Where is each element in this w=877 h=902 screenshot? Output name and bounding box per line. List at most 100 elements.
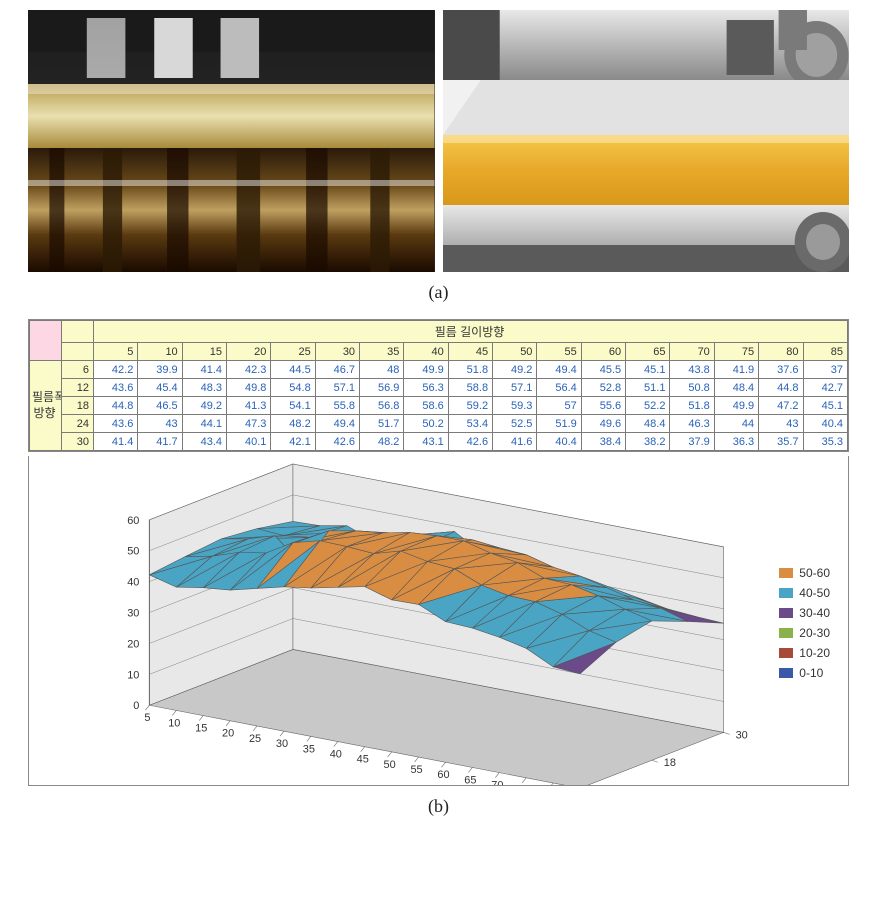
table-cell: 43.8 bbox=[670, 361, 714, 379]
table-length-header: 필름 길이방향 bbox=[94, 321, 848, 343]
table-cell: 40.1 bbox=[227, 433, 271, 451]
table-cell: 48 bbox=[360, 361, 404, 379]
legend-label: 0-10 bbox=[799, 666, 823, 680]
table-width-header: 필름폭방향 bbox=[30, 361, 62, 451]
table-cell: 36.3 bbox=[714, 433, 758, 451]
legend-swatch bbox=[779, 588, 793, 598]
table-cell: 38.2 bbox=[626, 433, 670, 451]
svg-text:25: 25 bbox=[249, 733, 261, 745]
svg-text:60: 60 bbox=[437, 769, 449, 781]
table-cell: 54.1 bbox=[271, 397, 315, 415]
table-col-head: 40 bbox=[404, 343, 448, 361]
table-cell: 44.1 bbox=[182, 415, 226, 433]
table-cell: 56.3 bbox=[404, 379, 448, 397]
table-cell: 49.6 bbox=[581, 415, 625, 433]
table-cell: 35.7 bbox=[759, 433, 803, 451]
table-row-head: 12 bbox=[62, 379, 94, 397]
table-cell: 51.7 bbox=[360, 415, 404, 433]
legend-item: 10-20 bbox=[779, 646, 830, 660]
table-cell: 40.4 bbox=[537, 433, 581, 451]
table-cell: 53.4 bbox=[448, 415, 492, 433]
legend-item: 20-30 bbox=[779, 626, 830, 640]
table-cell: 37.9 bbox=[670, 433, 714, 451]
table-col-head: 30 bbox=[315, 343, 359, 361]
table-cell: 48.2 bbox=[271, 415, 315, 433]
legend-swatch bbox=[779, 668, 793, 678]
table-cell: 41.6 bbox=[493, 433, 537, 451]
table-col-head: 15 bbox=[182, 343, 226, 361]
svg-text:70: 70 bbox=[491, 780, 503, 785]
svg-text:55: 55 bbox=[410, 764, 422, 776]
legend-item: 40-50 bbox=[779, 586, 830, 600]
table-cell: 43.6 bbox=[94, 415, 138, 433]
table-cell: 46.3 bbox=[670, 415, 714, 433]
table-cell: 43.1 bbox=[404, 433, 448, 451]
table-cell: 41.9 bbox=[714, 361, 758, 379]
table-cell: 47.2 bbox=[759, 397, 803, 415]
table-cell: 45.4 bbox=[138, 379, 182, 397]
table-cell: 42.1 bbox=[271, 433, 315, 451]
table-row-head: 24 bbox=[62, 415, 94, 433]
table-col-head: 70 bbox=[670, 343, 714, 361]
svg-text:50: 50 bbox=[384, 759, 396, 771]
legend-label: 40-50 bbox=[799, 586, 830, 600]
table-cell: 51.9 bbox=[537, 415, 581, 433]
table-cell: 48.3 bbox=[182, 379, 226, 397]
table-cell: 44.5 bbox=[271, 361, 315, 379]
table-cell: 49.2 bbox=[182, 397, 226, 415]
table-cell: 44.8 bbox=[94, 397, 138, 415]
table-cell: 58.8 bbox=[448, 379, 492, 397]
table-row-head: 6 bbox=[62, 361, 94, 379]
caption-a: (a) bbox=[28, 282, 849, 303]
legend-item: 50-60 bbox=[779, 566, 830, 580]
table-cell: 52.2 bbox=[626, 397, 670, 415]
table-cell: 52.5 bbox=[493, 415, 537, 433]
table-cell: 42.6 bbox=[448, 433, 492, 451]
table-cell: 41.3 bbox=[227, 397, 271, 415]
table-cell: 46.5 bbox=[138, 397, 182, 415]
svg-text:0: 0 bbox=[133, 700, 139, 712]
table-cell: 54.8 bbox=[271, 379, 315, 397]
table-col-head: 20 bbox=[227, 343, 271, 361]
svg-text:5: 5 bbox=[144, 712, 150, 724]
table-cell: 41.4 bbox=[94, 433, 138, 451]
table-cell: 43.4 bbox=[182, 433, 226, 451]
data-table: 필름 길이방향510152025303540455055606570758085… bbox=[29, 320, 848, 451]
svg-text:30: 30 bbox=[276, 738, 288, 750]
photo-row bbox=[28, 10, 849, 272]
table-cell: 57 bbox=[537, 397, 581, 415]
legend-item: 0-10 bbox=[779, 666, 830, 680]
table-row-head: 18 bbox=[62, 397, 94, 415]
table-cell: 58.6 bbox=[404, 397, 448, 415]
caption-b: (b) bbox=[28, 796, 849, 817]
table-cell: 59.2 bbox=[448, 397, 492, 415]
table-cell: 56.4 bbox=[537, 379, 581, 397]
table-cell: 55.8 bbox=[315, 397, 359, 415]
table-col-head: 65 bbox=[626, 343, 670, 361]
svg-text:15: 15 bbox=[195, 723, 207, 735]
table-cell: 46.7 bbox=[315, 361, 359, 379]
svg-text:60: 60 bbox=[127, 515, 139, 527]
table-cell: 40.4 bbox=[803, 415, 848, 433]
table-col-empty bbox=[62, 321, 94, 343]
table-col-head: 55 bbox=[537, 343, 581, 361]
table-cell: 42.2 bbox=[94, 361, 138, 379]
table-cell: 44 bbox=[714, 415, 758, 433]
table-cell: 50.2 bbox=[404, 415, 448, 433]
table-cell: 44.8 bbox=[759, 379, 803, 397]
legend-label: 50-60 bbox=[799, 566, 830, 580]
table-cell: 39.9 bbox=[138, 361, 182, 379]
svg-text:18: 18 bbox=[664, 757, 676, 769]
table-cell: 43 bbox=[759, 415, 803, 433]
svg-text:50: 50 bbox=[127, 546, 139, 558]
legend-swatch bbox=[779, 608, 793, 618]
table-cell: 55.6 bbox=[581, 397, 625, 415]
table-cell: 48.4 bbox=[714, 379, 758, 397]
table-cell: 48.2 bbox=[360, 433, 404, 451]
svg-text:20: 20 bbox=[222, 728, 234, 740]
table-cell: 37 bbox=[803, 361, 848, 379]
table-cell: 50.8 bbox=[670, 379, 714, 397]
table-cell: 49.2 bbox=[493, 361, 537, 379]
table-col-head: 85 bbox=[803, 343, 848, 361]
table-col-head: 5 bbox=[94, 343, 138, 361]
